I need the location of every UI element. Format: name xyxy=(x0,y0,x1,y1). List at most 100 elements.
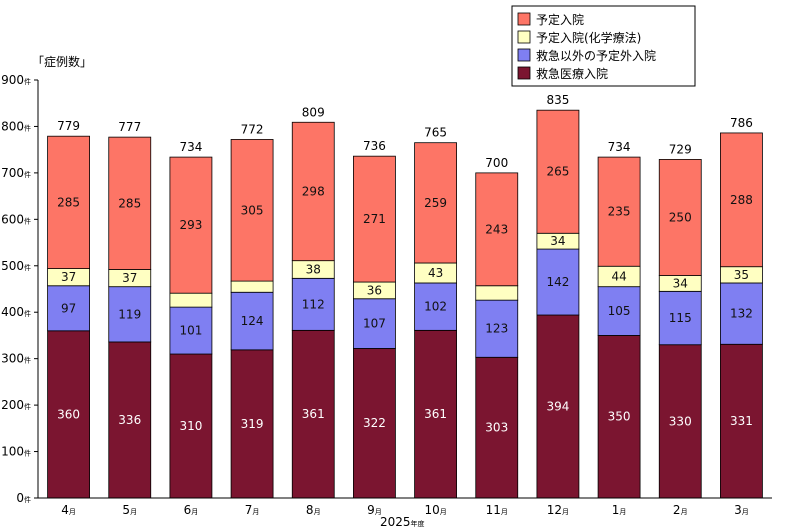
x-tick-label: 10月 xyxy=(424,503,446,517)
bar-segment xyxy=(414,282,457,331)
bar-segment xyxy=(536,109,580,234)
bar-total-label: 772 xyxy=(241,122,264,136)
x-tick-unit: 月 xyxy=(252,508,259,516)
y-tick-label: 100件 xyxy=(1,445,31,459)
bar-segment xyxy=(291,277,335,331)
y-tick-unit: 件 xyxy=(24,216,31,225)
x-tick-label: 3月 xyxy=(734,503,749,517)
x-axis-title: 2025年度 xyxy=(380,515,425,528)
x-tick-unit: 月 xyxy=(69,508,76,516)
bar-segment-label: 37 xyxy=(61,270,76,284)
y-tick-unit: 件 xyxy=(24,449,31,458)
bar-segment-label: 331 xyxy=(730,414,753,428)
legend-swatch xyxy=(517,48,531,62)
bar-stack-12: 394 142 34 265 835 xyxy=(536,93,580,499)
bar-segment xyxy=(597,156,641,267)
x-tick-value: 8 xyxy=(306,503,314,517)
bar-segment xyxy=(353,155,396,283)
bar-segment-label: 293 xyxy=(179,218,202,232)
bar-segment xyxy=(536,248,580,316)
bar-segment-label: 112 xyxy=(302,297,325,311)
bar-segment-label: 119 xyxy=(118,307,141,321)
bar-segment-label: 361 xyxy=(302,407,325,421)
bar-segment-label: 34 xyxy=(550,234,565,248)
bar-segment xyxy=(475,299,519,358)
bar-total-label: 786 xyxy=(730,116,753,130)
bar-segment-label: 132 xyxy=(730,307,753,321)
bar-segment xyxy=(230,139,274,282)
y-tick-value: 300 xyxy=(1,352,24,366)
bar-segment-label: 288 xyxy=(730,193,753,207)
x-tick-label: 6月 xyxy=(184,503,199,517)
bar-segment-label: 123 xyxy=(485,322,508,336)
bar-segment xyxy=(353,298,396,349)
bar-segment xyxy=(108,136,152,270)
x-tick-unit: 月 xyxy=(440,508,447,516)
bar-segment-label: 35 xyxy=(734,268,749,282)
bar-stack-4: 360 97 37 285 779 xyxy=(47,119,90,499)
bars: 3609737285779336119372857773101012937343… xyxy=(47,93,763,499)
bar-segment xyxy=(47,135,90,269)
y-tick-value: 200 xyxy=(1,398,24,412)
y-tick-value: 100 xyxy=(1,445,24,459)
y-tick-unit: 件 xyxy=(24,402,31,411)
bar-segment-label: 243 xyxy=(485,222,508,236)
bar-segment-label: 285 xyxy=(118,196,141,210)
bar-segment-label: 303 xyxy=(485,421,508,435)
x-tick-label: 12月 xyxy=(547,503,569,517)
x-tick-value: 2 xyxy=(673,503,681,517)
bar-segment xyxy=(475,356,519,499)
x-tick-label: 2月 xyxy=(673,503,688,517)
y-tick-label: 700件 xyxy=(1,166,31,180)
bar-segment-label: 115 xyxy=(669,311,692,325)
x-tick-value: 12 xyxy=(547,503,562,517)
legend-label: 救急以外の予定外入院 xyxy=(536,48,656,63)
legend-label: 予定入院(化学療法) xyxy=(536,30,641,45)
bar-stack-10: 361 102 43 259 765 xyxy=(414,126,457,499)
bar-segment xyxy=(169,306,213,355)
x-tick-unit: 月 xyxy=(375,508,382,516)
bar-segment-label: 34 xyxy=(673,276,688,290)
bar-segment-label: 107 xyxy=(363,317,386,331)
bar-segment-label: 310 xyxy=(179,419,202,433)
bar-segment xyxy=(47,285,90,332)
legend-label: 救急医療入院 xyxy=(536,66,608,81)
bar-segment-label: 97 xyxy=(61,301,76,315)
x-tick-value: 11 xyxy=(486,503,501,517)
bar-segment xyxy=(414,142,457,264)
bar-segment xyxy=(475,285,519,301)
bar-total-label: 736 xyxy=(363,139,386,153)
x-tick-unit: 月 xyxy=(742,508,749,516)
bar-segment xyxy=(658,344,702,499)
bar-stack-9: 322 107 36 271 736 xyxy=(353,139,396,499)
bar-segment-label: 336 xyxy=(118,413,141,427)
bar-segment xyxy=(230,280,274,293)
legend-label: 予定入院 xyxy=(536,12,584,27)
y-axis-label: 「症例数」 xyxy=(32,54,92,69)
x-tick-label: 7月 xyxy=(245,503,260,517)
y-tick-value: 700 xyxy=(1,166,24,180)
bar-segment-label: 250 xyxy=(669,210,692,224)
bar-total-label: 734 xyxy=(179,140,202,154)
legend-swatch xyxy=(517,12,531,26)
y-tick-unit: 件 xyxy=(24,495,31,504)
bar-segment xyxy=(720,282,763,345)
bar-segment-label: 37 xyxy=(122,271,137,285)
y-tick-value: 500 xyxy=(1,259,24,273)
bar-segment xyxy=(414,329,457,499)
bar-segment-label: 394 xyxy=(546,400,569,414)
bar-total-label: 779 xyxy=(57,119,80,133)
x-tick-value: 7 xyxy=(245,503,253,517)
bar-segment-label: 38 xyxy=(306,262,321,276)
bar-segment xyxy=(291,329,335,499)
bar-segment xyxy=(720,132,763,268)
bar-segment xyxy=(169,292,213,308)
bar-segment xyxy=(47,330,90,499)
bar-total-label: 734 xyxy=(608,140,631,154)
x-tick-label: 11月 xyxy=(486,503,508,517)
x-tick-unit: 月 xyxy=(191,508,198,516)
bar-segment-label: 322 xyxy=(363,416,386,430)
y-tick-value: 0 xyxy=(16,491,24,505)
